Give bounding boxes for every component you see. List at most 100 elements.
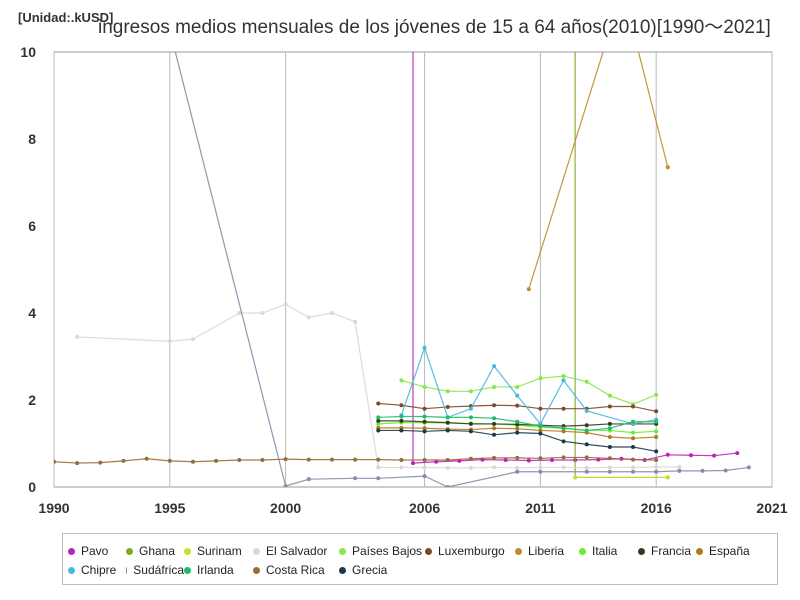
data-point [353, 476, 358, 481]
data-point [376, 401, 381, 406]
data-point [515, 426, 520, 431]
data-point [688, 453, 693, 458]
data-point [654, 419, 659, 424]
legend-label: Pavo [81, 544, 109, 558]
data-point [561, 439, 566, 444]
data-point [190, 337, 195, 342]
data-point [607, 444, 612, 449]
series-grecia [376, 428, 659, 454]
data-point [607, 421, 612, 426]
data-point [492, 465, 497, 470]
data-point [584, 455, 589, 460]
data-point [422, 458, 427, 463]
data-point [665, 452, 670, 457]
data-point [237, 458, 242, 463]
legend-item: Grecia [339, 563, 425, 577]
data-point [561, 465, 566, 470]
data-point [329, 311, 334, 315]
data-point [549, 458, 554, 463]
data-point [237, 311, 242, 315]
legend-label: Italia [592, 544, 618, 558]
data-point [538, 406, 543, 411]
data-point [399, 414, 404, 419]
data-point [526, 458, 531, 463]
data-point [492, 426, 497, 431]
legend-marker-icon [696, 547, 703, 555]
data-point [631, 430, 636, 435]
data-point [538, 428, 543, 433]
legend-marker-icon [339, 566, 346, 574]
data-point [735, 451, 740, 456]
data-point [445, 428, 450, 433]
data-point [329, 457, 334, 462]
data-point [515, 393, 520, 398]
legend-label: España [709, 544, 750, 558]
data-point [376, 465, 381, 470]
data-point [665, 475, 670, 480]
legend-label: Irlanda [197, 563, 234, 577]
legend-item: Ghana [126, 544, 184, 558]
data-point [607, 404, 612, 409]
data-point [75, 334, 80, 339]
data-point [445, 458, 450, 463]
data-point [399, 378, 404, 383]
data-point [468, 429, 473, 434]
data-point [573, 475, 578, 480]
data-point [584, 379, 589, 384]
data-point [584, 469, 589, 474]
data-point [376, 421, 381, 426]
data-point [631, 444, 636, 449]
legend-items: Pavo Ghana Surinam El Salvador Países Bajos L… [68, 544, 760, 577]
data-point [515, 403, 520, 408]
data-point [607, 456, 612, 461]
data-point [584, 442, 589, 447]
legend-item: Países Bajos [339, 544, 425, 558]
data-point [723, 468, 728, 473]
data-point [422, 419, 427, 424]
series-chipre [399, 345, 659, 426]
data-point [561, 378, 566, 383]
x-tick-label: 1990 [38, 500, 69, 516]
data-point [607, 465, 612, 470]
legend-label: Surinam [197, 544, 242, 558]
data-point [746, 465, 751, 470]
data-point [445, 465, 450, 470]
legend-item: Costa Rica [253, 563, 339, 577]
data-point [654, 469, 659, 474]
data-point [422, 414, 427, 419]
legend-marker-icon [126, 547, 133, 555]
data-point [654, 464, 659, 469]
series-españa [376, 425, 659, 441]
unit-label: [Unidad:.kUSD] [18, 10, 114, 25]
data-point [54, 459, 56, 464]
legend-marker-icon [579, 547, 586, 555]
data-point [468, 456, 473, 461]
data-point [468, 406, 473, 411]
x-tick-label: 2000 [270, 500, 301, 516]
series-line [174, 52, 749, 487]
x-tick-label: 1995 [154, 500, 185, 516]
legend-marker-icon [126, 566, 128, 574]
data-point [399, 403, 404, 408]
data-point [561, 455, 566, 460]
data-point [167, 339, 172, 344]
data-point [399, 465, 404, 470]
legend-item: Irlanda [184, 563, 253, 577]
legend-label: Sudáfrica [133, 563, 184, 577]
series-el-salvador [75, 302, 682, 470]
data-point [654, 434, 659, 439]
data-point [665, 165, 670, 170]
y-tick-label: 6 [28, 218, 36, 234]
data-point [492, 421, 497, 426]
legend-item: Liberia [515, 544, 579, 558]
data-point [283, 457, 288, 462]
data-point [654, 429, 659, 434]
data-point [75, 461, 80, 466]
data-point [515, 469, 520, 474]
data-point [306, 457, 311, 462]
data-point [654, 449, 659, 454]
data-point [677, 464, 682, 469]
series-line [401, 375, 657, 405]
data-point [584, 428, 589, 433]
